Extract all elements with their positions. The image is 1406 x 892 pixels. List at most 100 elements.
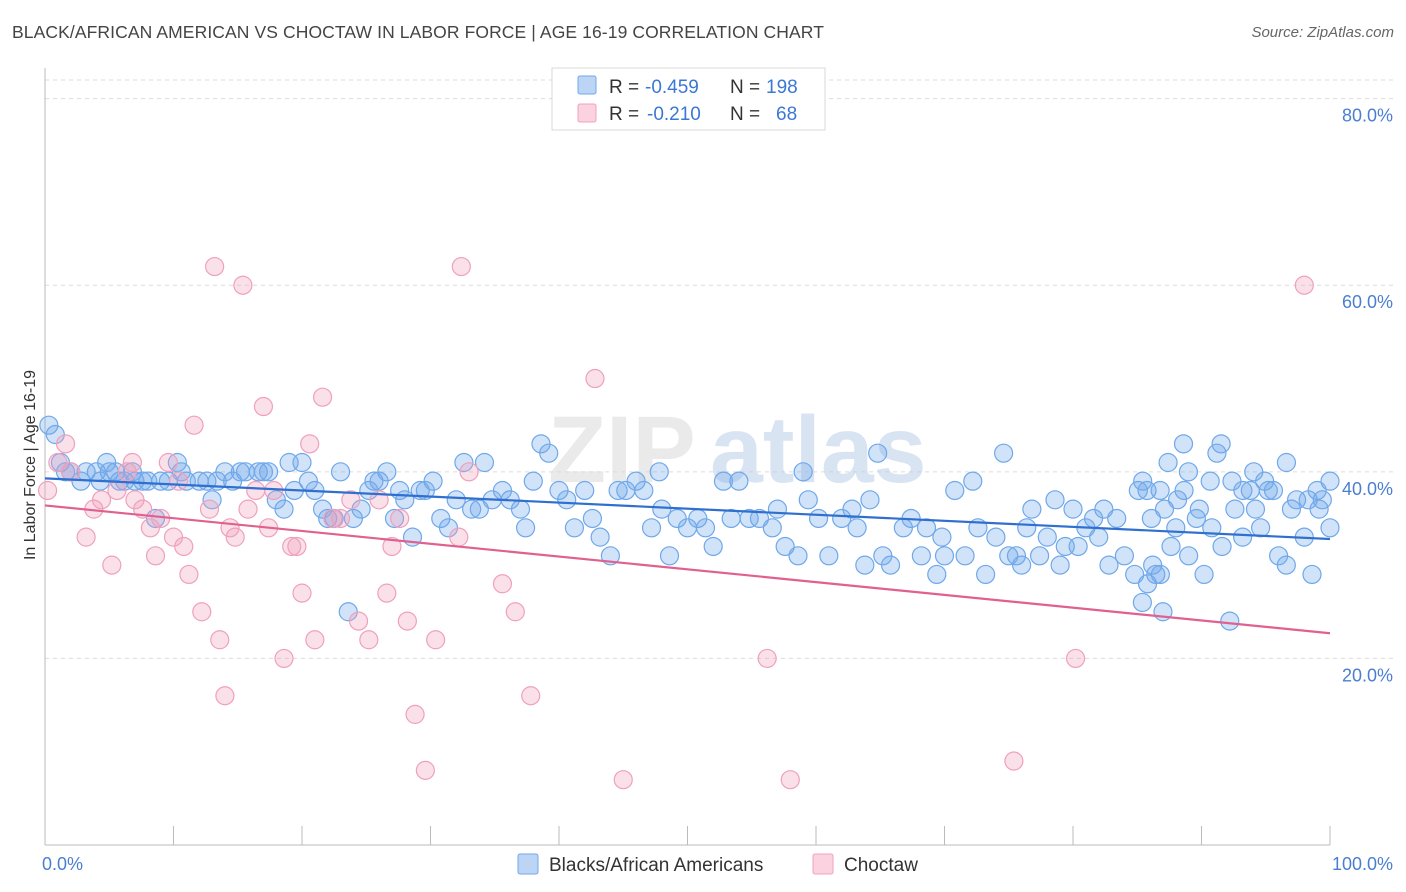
blacks-point	[652, 499, 672, 519]
blacks-point	[927, 564, 947, 585]
blacks-point	[248, 462, 268, 482]
choctaw-point	[397, 611, 417, 631]
axes	[44, 68, 1331, 846]
blacks-point	[395, 490, 415, 510]
choctaw-point	[76, 527, 96, 547]
blacks-point	[819, 546, 839, 566]
blacks-point	[1320, 471, 1340, 491]
choctaw-point	[145, 546, 166, 566]
blacks-point	[798, 490, 818, 510]
choctaw-point	[1065, 648, 1086, 669]
blacks-point	[1276, 452, 1297, 473]
blacks-point	[1063, 499, 1083, 519]
blacks-point	[1125, 564, 1145, 585]
choctaw-point	[330, 508, 351, 529]
blacks-point	[1107, 508, 1127, 529]
blacks-point	[1320, 518, 1340, 538]
blacks-point	[976, 564, 996, 585]
choctaw-point	[215, 686, 235, 706]
choctaw-point	[238, 499, 258, 519]
x-tick-label-min: 0.0%	[42, 854, 83, 874]
blacks-point	[1011, 555, 1032, 575]
x-tick-labels: 0.0% 100.0%	[42, 854, 1393, 874]
y-tick-label: 60.0%	[1342, 292, 1393, 312]
blacks-point	[1094, 499, 1114, 519]
blacks-point	[1099, 555, 1119, 575]
blacks-point	[808, 508, 829, 529]
watermark-zip: ZIP	[548, 397, 696, 503]
blacks-point	[446, 490, 466, 510]
choctaw-point	[300, 434, 320, 454]
blacks-point	[1154, 499, 1175, 519]
choctaw-point	[199, 499, 220, 519]
blacks-point	[994, 443, 1014, 463]
choctaw-point	[382, 536, 402, 557]
bottom-legend-swatch-blacks	[517, 853, 539, 875]
series-blacks-points	[39, 415, 1340, 631]
blacks-point	[474, 452, 495, 473]
blacks-point	[880, 555, 901, 575]
blacks-point	[564, 518, 585, 538]
legend-n-label-blacks: N =	[730, 77, 760, 98]
legend-n-value-choctaw: 68	[776, 104, 797, 125]
blacks-point	[945, 480, 965, 501]
trend-line-blacks	[44, 477, 1331, 541]
blacks-point	[713, 471, 734, 491]
blacks-point	[1114, 546, 1135, 566]
blacks-point	[1189, 499, 1209, 519]
blacks-point	[1212, 536, 1232, 557]
blacks-point	[1029, 546, 1050, 566]
blacks-point	[469, 499, 489, 519]
choctaw-point	[459, 462, 479, 482]
choctaw-point	[613, 770, 633, 790]
choctaw-point	[1294, 275, 1314, 295]
legend-r-label-blacks: R =	[609, 77, 639, 98]
choctaw-point	[225, 527, 245, 547]
blacks-point	[253, 462, 274, 482]
blacks-point	[1179, 546, 1199, 566]
blacks-point	[1158, 452, 1178, 473]
bottom-legend-label-blacks: Blacks/African Americans	[549, 855, 763, 876]
blacks-point	[590, 527, 610, 547]
blacks-point	[842, 499, 862, 519]
blacks-point	[1017, 518, 1037, 538]
blacks-point	[659, 546, 680, 566]
blacks-point	[384, 508, 405, 529]
blacks-point	[1037, 527, 1057, 547]
choctaw-point	[780, 770, 800, 790]
blacks-point	[1302, 564, 1322, 585]
legend-r-label-choctaw: R =	[609, 104, 639, 125]
y-tick-label: 40.0%	[1342, 479, 1393, 499]
blacks-point	[575, 480, 595, 501]
choctaw-point	[205, 256, 225, 277]
choctaw-point	[122, 452, 142, 473]
blacks-point	[1137, 480, 1157, 501]
legend-n-label-choctaw: N =	[730, 104, 760, 125]
blacks-point	[1173, 434, 1194, 454]
blacks-point	[557, 490, 577, 510]
choctaw-point	[210, 630, 230, 650]
blacks-point	[860, 490, 880, 510]
blacks-point	[510, 499, 531, 519]
blacks-point	[729, 471, 749, 491]
chart-title: BLACK/AFRICAN AMERICAN VS CHOCTAW IN LAB…	[12, 22, 824, 42]
blacks-point	[1233, 480, 1253, 501]
choctaw-point	[505, 602, 525, 622]
blacks-point	[523, 471, 543, 491]
trend-lines	[44, 477, 1331, 635]
blacks-point	[1161, 536, 1181, 557]
choctaw-point	[233, 275, 253, 295]
blacks-point	[955, 546, 975, 566]
blacks-point	[1068, 536, 1088, 557]
blacks-point	[1150, 564, 1170, 585]
choctaw-point	[174, 536, 194, 557]
y-axis-label: In Labor Force | Age 16-19	[22, 370, 39, 560]
blacks-point	[364, 471, 384, 491]
choctaw-point	[492, 574, 513, 594]
bottom-legend-label-choctaw: Choctaw	[844, 855, 918, 876]
choctaw-point	[55, 434, 76, 454]
blacks-point	[1141, 508, 1162, 529]
choctaw-point	[415, 760, 435, 780]
blacks-point	[703, 536, 723, 557]
blacks-point	[739, 508, 759, 529]
